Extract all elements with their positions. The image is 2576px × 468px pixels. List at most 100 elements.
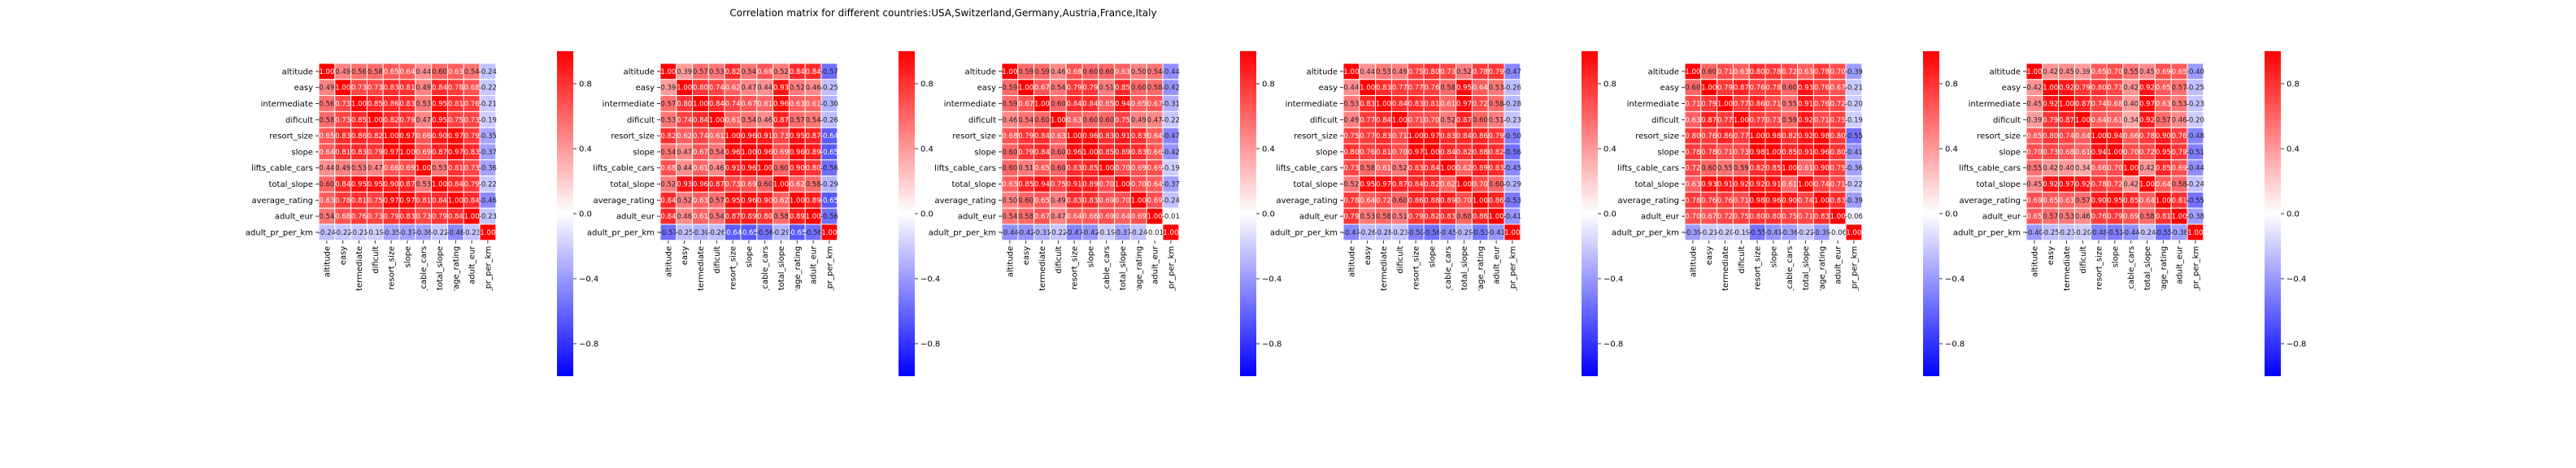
cell-value-label: 0.63	[2059, 197, 2074, 205]
cell-value-label: 0.83	[1099, 132, 1114, 141]
cell-value-label: 0.58	[368, 68, 383, 76]
cell-value-label: 0.58	[319, 116, 334, 124]
cell-value-label: 0.61	[1440, 101, 1456, 109]
y-tick-label: lifts_cable_cars	[1276, 164, 1338, 173]
cell-value-label: 0.79	[432, 213, 447, 221]
cell-value-label: 0.75	[368, 197, 383, 205]
cell-value-label: 1.00	[757, 165, 772, 173]
cell-value-label: 0.88	[1424, 197, 1439, 205]
cell-value-label: 0.57	[693, 68, 708, 76]
cell-value-label: -0.22	[479, 84, 497, 93]
cell-value-label: 1.00	[1782, 165, 1797, 173]
x-axis-labels: altitude easy intermediate dificult resort_s…	[2030, 240, 2200, 308]
cell-value-label: 0.60	[1051, 101, 1066, 109]
colorbar-tick-label: 0.4	[1603, 145, 1617, 154]
cell-value-label: 0.82	[1489, 149, 1504, 157]
cell-value-label: 1.00	[790, 197, 805, 205]
cell-value-label: 0.80	[1765, 213, 1781, 221]
cell-value-label: 0.49	[1343, 116, 1359, 124]
cell-value-label: -0.45	[1439, 229, 1457, 237]
cell-value-label: 0.68	[660, 165, 676, 173]
cell-value-label: -0.44	[2187, 165, 2204, 173]
cell-value-label: 0.60	[1034, 116, 1050, 124]
cell-value-label: 0.89	[741, 213, 756, 221]
cell-value-label: 0.83	[335, 132, 350, 141]
cell-value-label: 0.50	[1131, 68, 1147, 76]
cell-value-label: 0.64	[1115, 213, 1130, 221]
cell-value-label: -0.55	[1845, 132, 1863, 141]
cell-value-label: 0.88	[1473, 149, 1488, 157]
cell-value-label: 0.59	[1782, 116, 1797, 124]
cell-value-label: -0.24	[2139, 229, 2156, 237]
cell-value-label: 0.91	[1765, 181, 1781, 189]
cell-value-label: 0.39	[677, 68, 692, 76]
cell-value-label: 0.68	[335, 213, 350, 221]
cell-value-label: 0.84	[1034, 132, 1050, 141]
cell-value-label: 0.81	[448, 101, 463, 109]
cell-value-label: 1.00	[1360, 84, 1375, 93]
cell-value-label: 0.49	[335, 68, 350, 76]
cell-value-label: 0.56	[351, 68, 367, 76]
y-tick-label: resort_size	[269, 132, 313, 141]
cell-value-label: 1.00	[1489, 213, 1504, 221]
x-tick-label: lifts_cable_cars	[2127, 246, 2136, 308]
cell-value-label: 0.93	[1701, 181, 1717, 189]
cell-value-label: 0.96	[725, 149, 741, 157]
cell-value-label: 0.65	[2091, 68, 2107, 76]
colorbar-tick-label: −0.8	[1262, 340, 1281, 349]
x-tick-label: adult_eur	[468, 245, 477, 284]
colorbar-tick-label: −0.4	[1262, 275, 1281, 284]
y-tick-label: average_rating	[1959, 197, 2021, 206]
cell-value-label: 0.60	[1002, 149, 1017, 157]
cell-value-label: 0.54	[1018, 116, 1033, 124]
cell-value-label: 0.79	[1701, 101, 1717, 109]
cell-value-label: 0.62	[773, 197, 789, 205]
cell-value-label: 1.00	[319, 68, 334, 76]
cell-value-label: 0.53	[1343, 101, 1359, 109]
cell-value-label: 0.71	[1830, 181, 1846, 189]
cell-value-label: 0.98	[1765, 132, 1781, 141]
colorbar-tick-label: −0.4	[579, 275, 598, 284]
cell-value-label: 0.79	[368, 149, 383, 157]
cell-value-label: -0.57	[820, 68, 838, 76]
colorbar-tick-label: 0.4	[2287, 145, 2300, 154]
figure-title: Correlation matrix for different countri…	[729, 7, 1156, 19]
cell-value-label: 0.60	[1489, 181, 1504, 189]
x-tick-label: dificult	[372, 246, 381, 274]
cell-value-label: 0.78	[1685, 149, 1700, 157]
cell-value-label: -0.29	[1456, 229, 1473, 237]
cell-value-label: 0.80	[677, 101, 692, 109]
cell-value-label: 0.87	[399, 181, 415, 189]
cell-value-label: 1.00	[806, 213, 821, 221]
cell-value-label: 0.86	[1717, 132, 1733, 141]
cell-value-label: 0.53	[2059, 213, 2074, 221]
cell-value-label: 0.65	[319, 132, 334, 141]
cell-value-label: 0.80	[1750, 68, 1765, 76]
y-tick-label: dificult	[1310, 116, 1338, 125]
cell-value-label: 0.79	[2172, 149, 2187, 157]
cell-value-label: 0.53	[351, 165, 367, 173]
cell-value-label: 0.52	[790, 84, 805, 93]
cell-value-label: 0.72	[2139, 149, 2155, 157]
x-tick-label: resort_size	[2095, 246, 2104, 290]
cell-value-label: 0.90	[757, 197, 772, 205]
y-tick-label: adult_eur	[275, 213, 314, 222]
cell-value-label: 0.83	[1440, 213, 1456, 221]
cell-value-label: 0.79	[2075, 84, 2091, 93]
y-tick-label: average_rating	[593, 197, 655, 206]
cell-value-label: 0.83	[1830, 197, 1846, 205]
cell-value-label: -0.56	[820, 165, 838, 173]
cell-value-label: -0.06	[1829, 229, 1847, 237]
cell-value-label: 0.74	[709, 84, 724, 93]
x-tick-label: easy	[1705, 246, 1714, 265]
cell-value-label: 0.69	[1131, 165, 1147, 173]
cell-value-label: 0.95	[432, 101, 447, 109]
cell-value-label: 0.84	[660, 197, 676, 205]
cell-value-label: 0.83	[1067, 165, 1082, 173]
cell-value-label: 1.00	[1131, 197, 1147, 205]
cell-value-label: -0.20	[1845, 101, 1863, 109]
cell-value-label: 0.96	[1765, 197, 1781, 205]
cell-value-label: 0.58	[2139, 213, 2155, 221]
cell-value-label: 0.91	[725, 165, 741, 173]
cell-value-label: 0.76	[1750, 84, 1765, 93]
